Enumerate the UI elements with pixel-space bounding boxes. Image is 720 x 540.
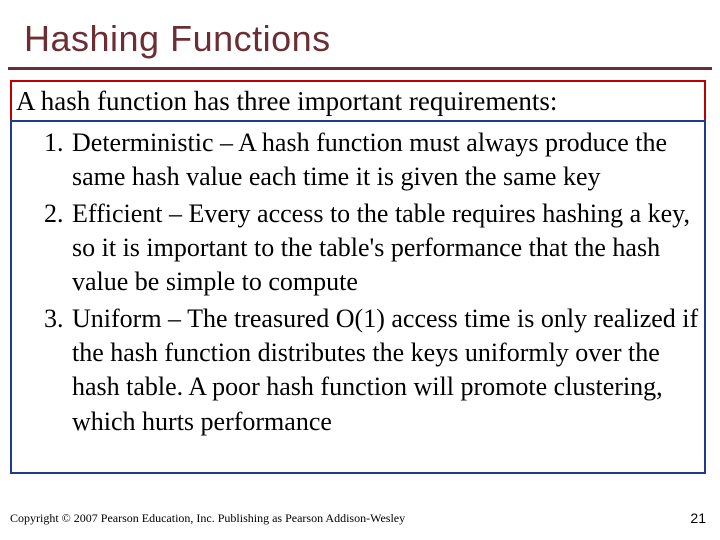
title-underline (8, 67, 712, 70)
list-item: Efficient – Every access to the table re… (70, 197, 700, 300)
page-number: 21 (690, 510, 706, 526)
requirements-list: Deterministic – A hash function must alw… (16, 126, 700, 441)
intro-text: A hash function has three important requ… (16, 86, 557, 117)
copyright-text: Copyright © 2007 Pearson Education, Inc.… (10, 511, 405, 526)
slide: Hashing Functions A hash function has th… (0, 0, 720, 540)
list-item: Uniform – The treasured O(1) access time… (70, 302, 700, 439)
slide-title: Hashing Functions (24, 18, 331, 60)
list-item: Deterministic – A hash function must alw… (70, 126, 700, 195)
